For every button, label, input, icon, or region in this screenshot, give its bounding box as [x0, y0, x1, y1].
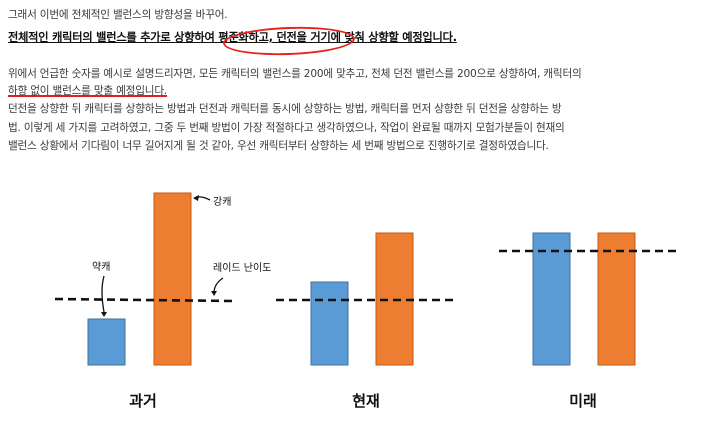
text-line-1: 그래서 이번에 전체적인 밸런스의 방향성을 바꾸어.	[8, 9, 228, 21]
text-line-2-bold: 전체적인 캐릭터의 밸런스를 추가로 상향하여 평준화하고, 던전을 거기에 맞…	[8, 31, 457, 44]
arrow-weak-char	[101, 275, 105, 313]
bar-strong-character	[597, 232, 636, 366]
bar-strong-character	[153, 192, 192, 366]
text-line-3: 위에서 언급한 숫자를 예시로 설명드리자면, 모든 캐릭터의 밸런스를 200…	[8, 68, 582, 80]
arrow-raid-difficulty	[213, 277, 224, 294]
text-line-6: 법. 이렇게 세 가지를 고려하였고, 그중 두 번째 방법이 가장 적절하다고…	[8, 122, 565, 134]
annotation-raid-difficulty: 레이드 난이도	[213, 262, 271, 274]
chart-present: 현재	[276, 232, 456, 410]
chart-past: 과거	[54, 192, 234, 410]
chart-caption: 현재	[352, 392, 380, 410]
arrowhead-strong-char	[193, 195, 199, 201]
bar-weak-character	[310, 281, 349, 366]
raid-difficulty-line	[54, 297, 234, 303]
annotation-strong-char: 강캐	[213, 196, 231, 208]
bar-weak-character	[87, 318, 126, 366]
text-line-4: 하향 없이 밸런스를 맞출 예정입니다.	[8, 85, 168, 97]
chart-caption: 미래	[569, 392, 597, 410]
text-line-7: 밸런스 상황에서 기다림이 너무 길어지게 될 것 같아, 우선 캐릭터부터 상…	[8, 140, 549, 152]
arrowhead-raid-difficulty	[211, 291, 217, 296]
bar-weak-character	[532, 232, 571, 366]
chart-future: 미래	[499, 232, 678, 410]
chart-caption: 과거	[129, 392, 157, 410]
arrowhead-weak-char	[101, 312, 107, 317]
text-line-5: 던전을 상향한 뒤 캐릭터를 상향하는 방법과 던전과 캐릭터를 동시에 상향하…	[8, 103, 562, 115]
annotation-weak-char: 약캐	[92, 261, 110, 273]
